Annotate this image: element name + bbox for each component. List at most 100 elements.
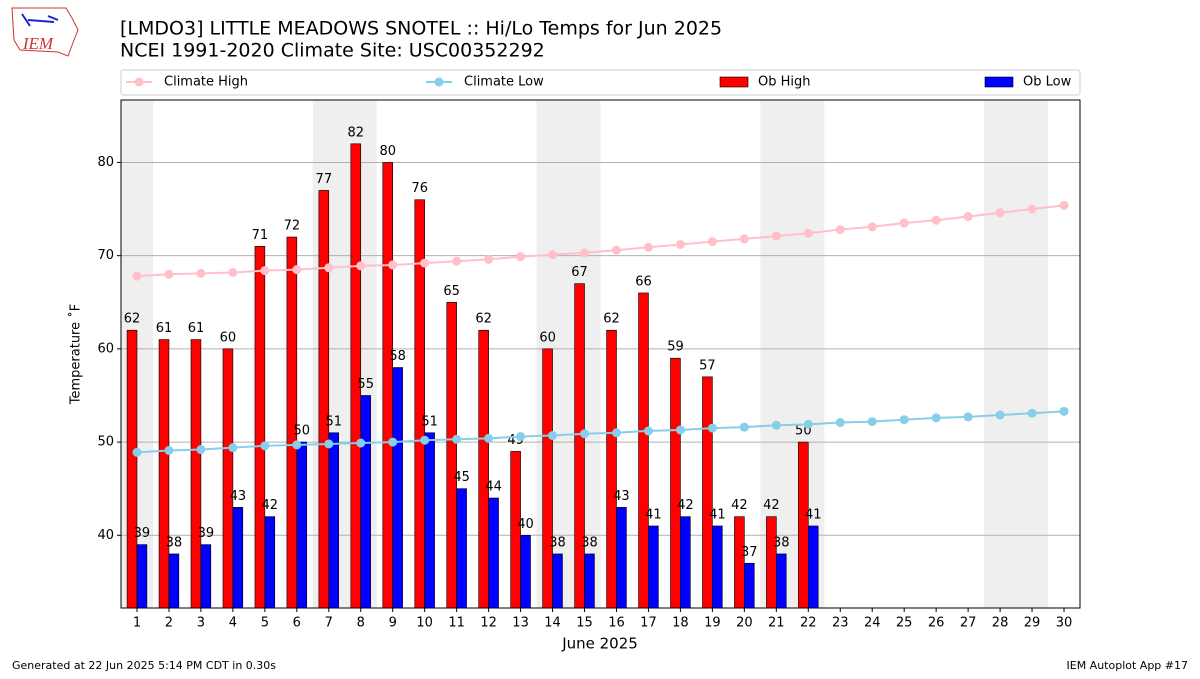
x-tick-label: 6 <box>293 616 301 631</box>
logo: IEM <box>11 7 79 57</box>
bar <box>807 525 819 609</box>
x-tick-label: 3 <box>197 616 205 631</box>
legend-marker <box>134 77 144 87</box>
x-tick-label: 29 <box>1024 616 1041 631</box>
point <box>452 434 462 444</box>
bar <box>606 329 617 609</box>
x-tick-label: 4 <box>229 616 237 631</box>
x-tick-label: 2 <box>165 616 173 631</box>
bar <box>680 516 691 609</box>
data-label: 41 <box>805 507 822 522</box>
point <box>1059 406 1069 416</box>
y-tick-label: 70 <box>97 248 114 263</box>
point <box>1059 200 1069 210</box>
data-label: 61 <box>188 321 205 336</box>
x-tick-label: 11 <box>448 616 465 631</box>
data-label: 37 <box>741 545 758 560</box>
point <box>835 225 845 235</box>
x-tick-label: 23 <box>832 616 849 631</box>
bar <box>136 544 148 609</box>
point <box>484 254 494 264</box>
data-label: 60 <box>220 330 237 345</box>
point <box>548 431 558 441</box>
data-label: 58 <box>389 349 406 364</box>
point <box>516 431 526 441</box>
point <box>356 261 366 271</box>
chart-subtitle: NCEI 1991-2020 Climate Site: USC00352292 <box>120 40 545 62</box>
x-tick-label: 21 <box>768 616 785 631</box>
weekend-shade <box>1016 100 1049 608</box>
data-label: 61 <box>156 321 173 336</box>
point <box>228 267 238 277</box>
data-label: 43 <box>230 489 247 504</box>
point <box>995 208 1005 218</box>
legend-swatch <box>984 76 1014 88</box>
point <box>420 435 430 445</box>
point <box>707 423 717 433</box>
bar <box>584 553 595 609</box>
data-label: 62 <box>124 312 141 327</box>
x-tick-label: 19 <box>704 616 721 631</box>
x-tick-label: 8 <box>357 616 365 631</box>
point <box>516 252 526 262</box>
data-label: 38 <box>581 535 598 550</box>
bar <box>264 516 276 609</box>
bar <box>734 516 745 609</box>
bar <box>446 301 457 609</box>
point <box>164 445 174 455</box>
bar <box>126 329 138 609</box>
y-tick-label: 40 <box>97 528 114 543</box>
point <box>1027 408 1037 418</box>
bar <box>638 292 649 609</box>
bar <box>766 516 777 609</box>
point <box>260 441 270 451</box>
x-tick-label: 16 <box>608 616 625 631</box>
point <box>675 425 685 435</box>
logo-text: IEM <box>22 34 54 53</box>
x-tick-label: 12 <box>480 616 497 631</box>
data-label: 40 <box>517 517 534 532</box>
x-tick-label: 7 <box>325 616 333 631</box>
data-label: 71 <box>252 228 269 243</box>
data-label: 82 <box>348 125 365 140</box>
data-label: 66 <box>635 274 652 289</box>
bar <box>318 190 330 609</box>
x-tick-label: 1 <box>133 616 141 631</box>
bar <box>552 553 563 609</box>
bar <box>232 507 244 609</box>
bar <box>702 376 713 609</box>
footer-right: IEM Autoplot App #17 <box>1067 659 1189 672</box>
data-label: 39 <box>134 526 151 541</box>
bar <box>158 339 170 609</box>
bar <box>190 339 202 609</box>
legend-label: Ob High <box>758 75 811 90</box>
bar <box>382 162 394 609</box>
data-label: 62 <box>475 312 492 327</box>
data-label: 72 <box>284 219 301 234</box>
data-label: 59 <box>667 340 684 355</box>
x-tick-label: 14 <box>544 616 561 631</box>
point <box>132 271 142 281</box>
point <box>739 422 749 432</box>
point <box>995 410 1005 420</box>
data-label: 42 <box>262 498 279 513</box>
y-tick-label: 60 <box>97 341 114 356</box>
data-label: 44 <box>485 480 502 495</box>
chart-title: [LMDO3] LITTLE MEADOWS SNOTEL :: Hi/Lo T… <box>120 18 722 40</box>
point <box>771 420 781 430</box>
legend <box>120 69 1081 96</box>
bar <box>254 246 266 609</box>
data-label: 45 <box>453 470 470 485</box>
point <box>803 419 813 429</box>
bar <box>648 525 659 609</box>
x-axis-label: June 2025 <box>561 635 638 653</box>
data-label: 76 <box>411 181 428 196</box>
point <box>388 260 398 270</box>
x-tick-label: 28 <box>992 616 1009 631</box>
point <box>196 268 206 278</box>
x-tick-label: 25 <box>896 616 913 631</box>
point <box>867 417 877 427</box>
bar <box>222 348 234 609</box>
line <box>136 204 1065 278</box>
point <box>643 426 653 436</box>
